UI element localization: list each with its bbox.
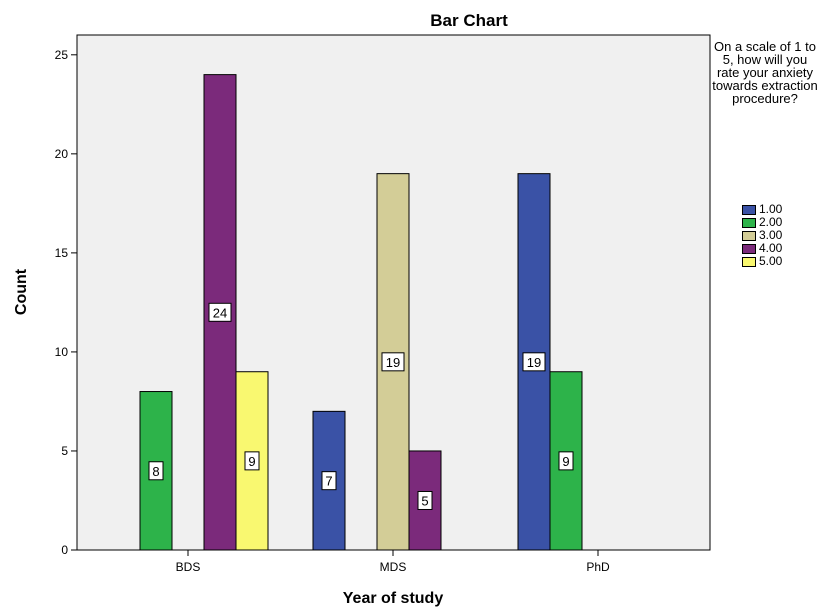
x-tick-label: MDS (380, 560, 407, 574)
y-tick-label: 15 (55, 246, 69, 260)
y-tick-label: 10 (55, 345, 69, 359)
legend-item: 2.00 (742, 216, 782, 229)
data-label: 19 (386, 355, 400, 370)
data-label: 8 (152, 464, 159, 479)
legend: 1.00 2.00 3.00 4.00 5.00 (742, 203, 782, 268)
y-tick-label: 5 (61, 444, 68, 458)
legend-label: 4.00 (759, 241, 783, 255)
x-tick-label: PhD (586, 560, 610, 574)
legend-title: On a scale of 1 to 5, how will you rate … (712, 39, 818, 106)
y-tick-label: 0 (61, 543, 68, 557)
legend-item: 5.00 (742, 255, 782, 268)
legend-swatch (742, 256, 756, 267)
legend-swatch (742, 230, 756, 241)
legend-item: 4.00 (742, 242, 782, 255)
data-label-box (148, 461, 164, 481)
data-label-box (558, 451, 574, 471)
chart-title: Bar Chart (430, 11, 508, 30)
data-label-box (417, 490, 433, 510)
y-tick-label: 20 (55, 147, 69, 161)
legend-swatch (742, 243, 756, 254)
y-tick-label: 25 (55, 48, 69, 62)
data-label: 9 (562, 454, 569, 469)
data-label: 7 (325, 474, 332, 489)
data-label-box (321, 471, 337, 491)
legend-label: 1.00 (759, 202, 783, 216)
x-tick-label: BDS (176, 560, 201, 574)
legend-label: 2.00 (759, 215, 783, 229)
data-label: 9 (248, 454, 255, 469)
legend-label: 3.00 (759, 228, 783, 242)
data-label-box (208, 302, 232, 322)
data-label-box (381, 352, 405, 372)
x-axis-label: Year of study (343, 590, 444, 607)
legend-label: 5.00 (759, 254, 783, 268)
legend-swatch (742, 204, 756, 215)
legend-swatch (742, 217, 756, 228)
y-axis-label: Count (13, 268, 30, 315)
bar-4.00-MDS (408, 450, 442, 551)
legend-item: 1.00 (742, 203, 782, 216)
data-label: 24 (213, 305, 227, 320)
data-label-box (244, 451, 260, 471)
data-label-box (522, 352, 546, 372)
data-label: 19 (527, 355, 541, 370)
legend-item: 3.00 (742, 229, 782, 242)
data-label: 5 (421, 493, 428, 508)
